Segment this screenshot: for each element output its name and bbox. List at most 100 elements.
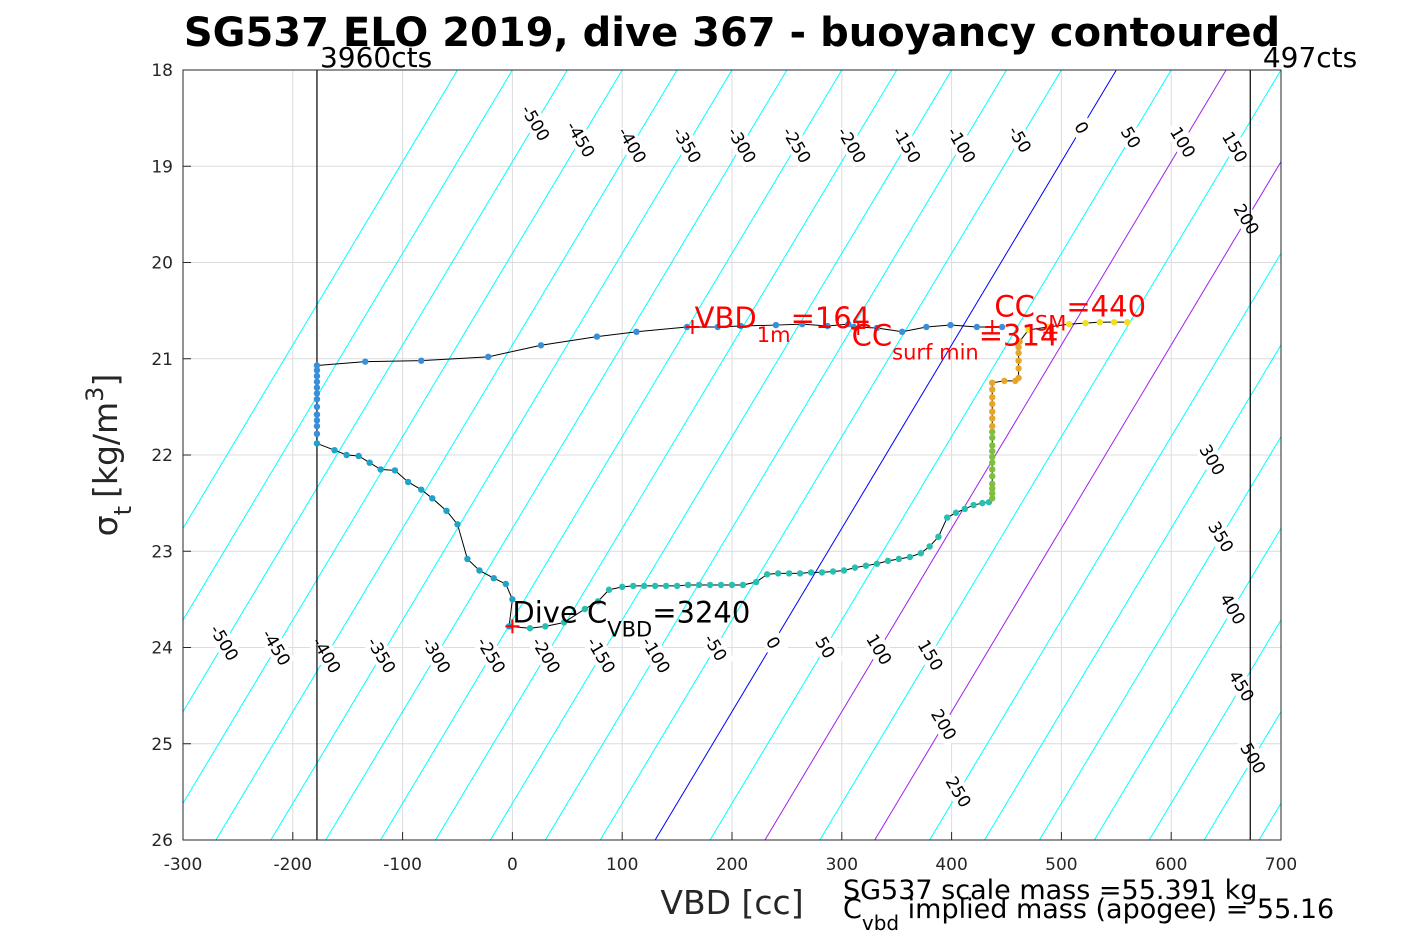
data-point <box>331 446 338 454</box>
data-point <box>542 623 549 630</box>
cc-sm-annotation: CCSM=440 <box>994 289 1146 335</box>
contour-label-bg <box>582 632 620 678</box>
data-point <box>862 562 870 569</box>
data-point <box>989 442 996 449</box>
data-point <box>1096 318 1104 326</box>
data-point <box>355 452 362 460</box>
contour-label-bg <box>362 632 401 678</box>
x-tick-label: 100 <box>606 855 638 875</box>
contour-line <box>215 70 678 840</box>
contour-line <box>380 70 843 840</box>
cc-sm-annotation-value: =440 <box>1066 289 1146 323</box>
data-point <box>502 580 510 588</box>
data-point <box>1124 318 1131 326</box>
data-point <box>935 533 942 541</box>
y-axis-label: σt [kg/m3] <box>81 374 137 537</box>
svg-text:σt[kg/m3]: σt [kg/m3] <box>81 374 137 537</box>
data-point <box>989 495 996 502</box>
data-point <box>594 598 602 605</box>
count-limit-label: 497cts <box>1263 41 1357 74</box>
cc-surf-min-annotation: CCsurf min=314 <box>852 318 1059 364</box>
vbd-1m-annotation-sub: 1m <box>757 323 791 347</box>
x-tick-label: 200 <box>716 855 748 875</box>
contour-label-bg <box>1227 196 1266 242</box>
buoyancy-contours <box>183 70 1281 840</box>
data-point <box>952 509 960 516</box>
data-point <box>785 570 793 577</box>
contour-label-bg <box>1216 124 1254 170</box>
data-point <box>1015 344 1022 351</box>
contour-label-bg <box>205 620 244 665</box>
data-point <box>454 521 461 528</box>
contour-label-bg <box>1213 586 1252 632</box>
contour-label-bg <box>777 122 816 168</box>
data-point <box>799 320 806 328</box>
contour-label-bg <box>527 632 566 678</box>
vbd-1m-annotation: VBD1m=164 <box>695 301 871 347</box>
y-axis-unit-post: ] <box>86 374 125 387</box>
y-tick-label: 24 <box>151 639 173 659</box>
data-point <box>973 323 981 331</box>
cc-surf-min-annotation-main: CC <box>852 318 893 352</box>
data-point <box>824 322 831 330</box>
y-axis-symbol: σ <box>86 515 125 536</box>
count-limit-lines: 3960cts 497cts <box>316 41 1357 840</box>
data-point <box>313 367 321 374</box>
data-point <box>1015 357 1022 364</box>
implied-mass-text: Cvbd implied mass (apogee) = 55.16 <box>843 894 1334 935</box>
contour-label-bg <box>561 117 600 162</box>
red-markers <box>505 319 1058 634</box>
implied-mass-main: C <box>843 894 862 925</box>
data-point <box>391 467 399 474</box>
data-point <box>818 569 826 576</box>
data-point <box>377 466 384 473</box>
data-point <box>774 570 782 577</box>
data-point <box>313 384 321 391</box>
data-point <box>923 323 930 331</box>
data-point <box>989 485 996 492</box>
x-tick-label: -300 <box>164 855 203 875</box>
contour-label-bg <box>668 122 706 168</box>
contour-label-bg <box>613 122 651 168</box>
data-point <box>989 480 996 488</box>
data-point <box>313 403 321 411</box>
contour-label-bg <box>911 632 950 678</box>
data-point <box>418 357 425 364</box>
contour-label-bg <box>1001 117 1039 162</box>
cc-sm-annotation-main: CC <box>994 289 1035 323</box>
contour-label-bg <box>472 632 511 678</box>
data-point <box>619 583 626 591</box>
data-point <box>728 581 736 589</box>
data-point <box>404 478 412 486</box>
data-point <box>884 557 892 565</box>
data-point <box>684 581 692 589</box>
y-axis-sub: t <box>109 506 137 515</box>
y-tick-label: 19 <box>151 157 173 177</box>
data-point <box>640 582 648 590</box>
data-point <box>1065 320 1073 328</box>
contour-line <box>183 70 568 713</box>
contour-label-bg <box>832 122 871 168</box>
contour-label-bg <box>1193 437 1232 483</box>
contour-label-bg <box>1202 514 1240 560</box>
data-point <box>485 353 492 361</box>
data-point <box>1001 377 1008 385</box>
data-point <box>979 499 986 507</box>
data-point <box>845 320 852 328</box>
data-point <box>1016 338 1023 345</box>
data-point <box>989 472 996 480</box>
dive-cvbd-annotation-value: =3240 <box>652 595 750 629</box>
data-point <box>366 459 373 466</box>
contour-line <box>709 70 1172 840</box>
data-point <box>593 333 601 340</box>
data-point <box>560 619 568 626</box>
contour-line <box>544 70 1007 840</box>
data-point <box>464 555 471 563</box>
data-point <box>926 543 933 550</box>
data-point <box>476 567 483 574</box>
data-point <box>313 417 321 424</box>
data-point <box>895 555 903 563</box>
dive-cvbd-annotation: Dive CVBD=3240 <box>512 595 750 641</box>
data-point <box>873 324 881 332</box>
data-point <box>917 549 925 557</box>
